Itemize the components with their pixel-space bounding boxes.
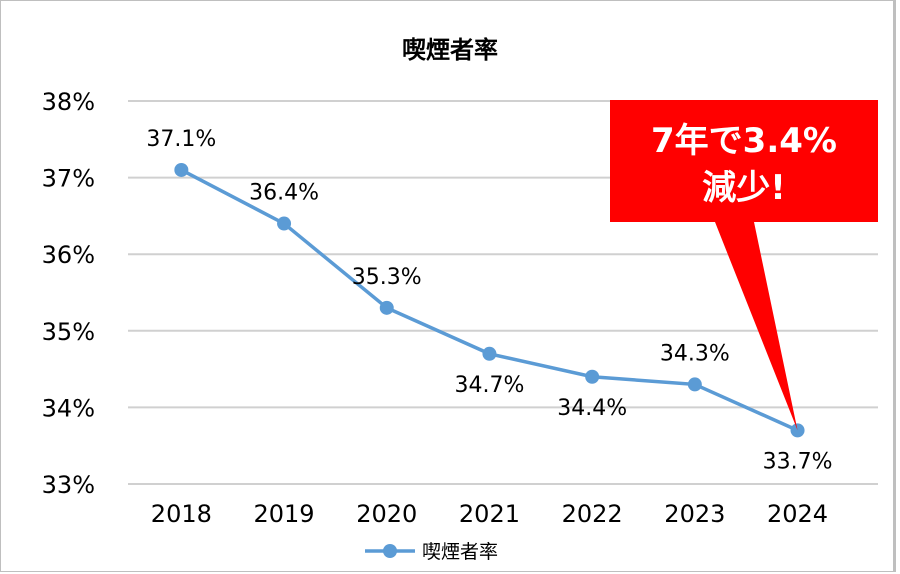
x-tick-label: 2021 [459, 500, 520, 528]
x-tick-label: 2024 [767, 500, 828, 528]
y-tick-label: 37% [42, 165, 95, 193]
x-tick-label: 2019 [254, 500, 315, 528]
y-tick-label: 34% [42, 394, 95, 422]
callout-text-line1: 7年で3.4% [651, 121, 837, 161]
y-tick-label: 38% [42, 88, 95, 116]
data-label: 34.7% [455, 373, 525, 398]
legend-label: 喫煙者率 [422, 541, 498, 563]
data-label: 34.3% [660, 341, 730, 366]
y-tick-label: 35% [42, 318, 95, 346]
data-label: 35.3% [352, 265, 422, 290]
x-tick-label: 2020 [356, 500, 417, 528]
x-tick-label: 2018 [151, 500, 212, 528]
data-label: 36.4% [249, 181, 319, 206]
data-label: 37.1% [146, 127, 216, 152]
data-point [585, 369, 600, 384]
legend-marker [383, 544, 397, 558]
x-tick-label: 2023 [664, 500, 725, 528]
data-point [174, 162, 189, 177]
data-label: 33.7% [763, 449, 833, 474]
data-point [482, 346, 497, 361]
callout-text-line2: 減少! [702, 168, 786, 208]
data-label: 34.4% [557, 396, 627, 421]
chart-title: 喫煙者率 [402, 36, 498, 64]
data-point [687, 377, 702, 392]
y-tick-label: 36% [42, 241, 95, 269]
x-tick-label: 2022 [562, 500, 623, 528]
y-tick-label: 33% [42, 471, 95, 499]
callout-box [610, 100, 878, 431]
data-point [379, 300, 394, 315]
data-point [277, 216, 292, 231]
